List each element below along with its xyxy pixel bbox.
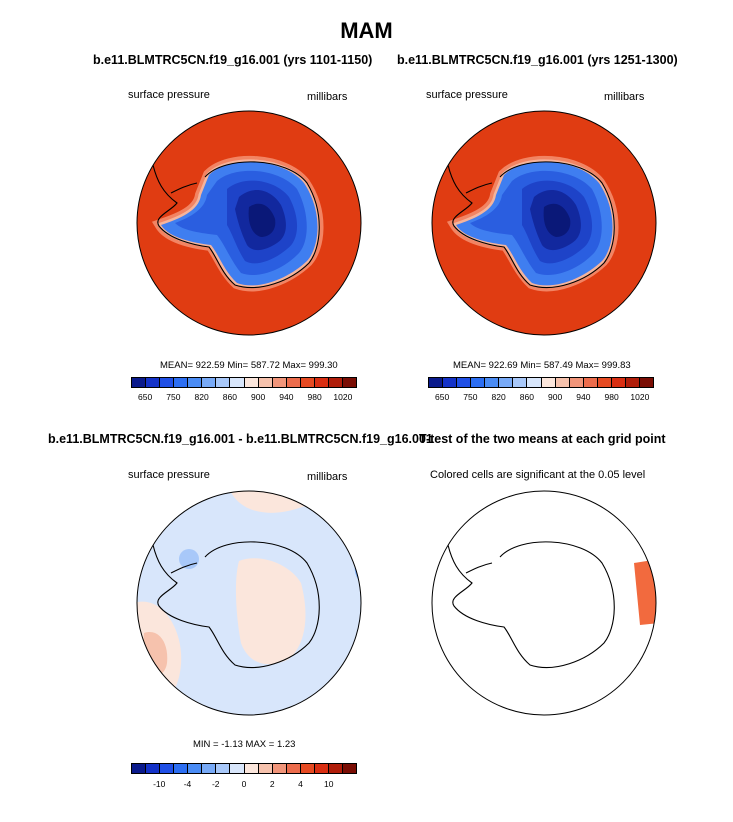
colorbar-swatch bbox=[499, 378, 514, 387]
colorbar-tick-label: 860 bbox=[519, 392, 534, 402]
colorbar-swatch bbox=[485, 378, 500, 387]
colorbar-swatch bbox=[230, 378, 245, 387]
colorbar-tick-label: 650 bbox=[435, 392, 450, 402]
colorbar-swatch bbox=[569, 378, 584, 387]
panel-2-colorbar-labels: 650 750 820 860 900 940 980 1020 bbox=[428, 392, 654, 404]
colorbar-swatch bbox=[244, 764, 259, 773]
panel-2-map bbox=[431, 110, 657, 336]
colorbar-swatch bbox=[639, 378, 653, 387]
colorbar-swatch bbox=[202, 764, 217, 773]
colorbar-swatch bbox=[597, 378, 612, 387]
colorbar-swatch bbox=[583, 378, 598, 387]
colorbar-swatch bbox=[342, 378, 356, 387]
colorbar-swatch bbox=[258, 378, 273, 387]
colorbar-swatch bbox=[286, 764, 301, 773]
colorbar-swatch bbox=[541, 378, 556, 387]
colorbar-swatch bbox=[443, 378, 458, 387]
colorbar-tick-label: 940 bbox=[279, 392, 294, 402]
colorbar-tick-label: 860 bbox=[222, 392, 237, 402]
colorbar-swatch bbox=[328, 378, 343, 387]
colorbar-swatch bbox=[513, 378, 528, 387]
colorbar-tick-label: 2 bbox=[269, 779, 275, 789]
panel-3-colorbar-labels: -10 -4 -2 0 2 4 10 bbox=[131, 779, 357, 791]
colorbar-tick-label: 10 bbox=[324, 779, 334, 789]
colorbar-tick-label: 980 bbox=[604, 392, 619, 402]
panel-3-colorbar bbox=[131, 763, 357, 774]
panel-4-note: Colored cells are significant at the 0.0… bbox=[430, 469, 646, 481]
colorbar-swatch bbox=[188, 764, 203, 773]
colorbar-tick-label: 1020 bbox=[630, 392, 650, 402]
colorbar-tick-label: 0 bbox=[241, 779, 247, 789]
colorbar-tick-label: 820 bbox=[194, 392, 209, 402]
panel-1-units-label: millibars bbox=[307, 91, 348, 103]
colorbar-swatch bbox=[216, 764, 231, 773]
colorbar-tick-label: 1020 bbox=[333, 392, 353, 402]
panel-1-map bbox=[136, 110, 362, 336]
colorbar-swatch bbox=[258, 764, 273, 773]
colorbar-tick-label: 650 bbox=[138, 392, 153, 402]
colorbar-swatch bbox=[174, 378, 189, 387]
colorbar-swatch bbox=[174, 764, 189, 773]
panel-3-stats: MIN = -1.13 MAX = 1.23 bbox=[193, 739, 296, 750]
colorbar-tick-label: 820 bbox=[491, 392, 506, 402]
colorbar-swatch bbox=[457, 378, 472, 387]
colorbar-swatch bbox=[429, 378, 444, 387]
colorbar-swatch bbox=[527, 378, 542, 387]
panel-1-title: b.e11.BLMTRC5CN.f19_g16.001 (yrs 1101-11… bbox=[93, 53, 373, 67]
colorbar-swatch bbox=[300, 378, 315, 387]
colorbar-tick-label: 750 bbox=[463, 392, 478, 402]
colorbar-tick-label: 750 bbox=[166, 392, 181, 402]
panel-3-variable-label: surface pressure bbox=[128, 469, 210, 481]
colorbar-swatch bbox=[555, 378, 570, 387]
colorbar-tick-label: -2 bbox=[211, 779, 220, 789]
colorbar-swatch bbox=[300, 764, 315, 773]
panel-1-variable-label: surface pressure bbox=[128, 89, 210, 101]
colorbar-swatch bbox=[146, 764, 161, 773]
panel-2-stats: MEAN= 922.69 Min= 587.49 Max= 999.83 bbox=[453, 360, 631, 371]
colorbar-tick-label: 980 bbox=[307, 392, 322, 402]
colorbar-swatch bbox=[160, 378, 175, 387]
panel-4-map bbox=[431, 490, 657, 716]
colorbar-tick-label: 4 bbox=[298, 779, 303, 789]
panel-4-title: T-test of the two means at each grid poi… bbox=[419, 432, 666, 446]
colorbar-tick-label: 900 bbox=[548, 392, 563, 402]
figure-title: MAM bbox=[340, 18, 393, 43]
colorbar-swatch bbox=[146, 378, 161, 387]
colorbar-swatch bbox=[160, 764, 175, 773]
colorbar-swatch bbox=[230, 764, 245, 773]
colorbar-swatch bbox=[216, 378, 231, 387]
panel-1-colorbar bbox=[131, 377, 357, 388]
panel-2-colorbar bbox=[428, 377, 654, 388]
colorbar-swatch bbox=[272, 764, 287, 773]
colorbar-tick-label: -10 bbox=[153, 779, 166, 789]
panel-2-title: b.e11.BLMTRC5CN.f19_g16.001 (yrs 1251-13… bbox=[397, 53, 678, 67]
colorbar-swatch bbox=[314, 764, 329, 773]
colorbar-swatch bbox=[132, 378, 147, 387]
colorbar-swatch bbox=[611, 378, 626, 387]
colorbar-swatch bbox=[314, 378, 329, 387]
colorbar-swatch bbox=[625, 378, 640, 387]
colorbar-swatch bbox=[342, 764, 356, 773]
panel-3-title: b.e11.BLMTRC5CN.f19_g16.001 - b.e11.BLMT… bbox=[48, 432, 433, 446]
panel-2-variable-label: surface pressure bbox=[426, 89, 508, 101]
colorbar-swatch bbox=[202, 378, 217, 387]
panel-1-colorbar-labels: 650 750 820 860 900 940 980 1020 bbox=[131, 392, 357, 404]
colorbar-swatch bbox=[272, 378, 287, 387]
panel-3-map bbox=[136, 490, 362, 716]
colorbar-swatch bbox=[132, 764, 147, 773]
colorbar-swatch bbox=[188, 378, 203, 387]
colorbar-swatch bbox=[471, 378, 486, 387]
panel-2-units-label: millibars bbox=[604, 91, 645, 103]
colorbar-tick-label: -4 bbox=[183, 779, 192, 789]
colorbar-tick-label: 940 bbox=[576, 392, 591, 402]
colorbar-swatch bbox=[328, 764, 343, 773]
panel-1-stats: MEAN= 922.59 Min= 587.72 Max= 999.30 bbox=[160, 360, 338, 371]
panel-3-units-label: millibars bbox=[307, 471, 348, 483]
colorbar-swatch bbox=[286, 378, 301, 387]
colorbar-tick-label: 900 bbox=[251, 392, 266, 402]
colorbar-swatch bbox=[244, 378, 259, 387]
